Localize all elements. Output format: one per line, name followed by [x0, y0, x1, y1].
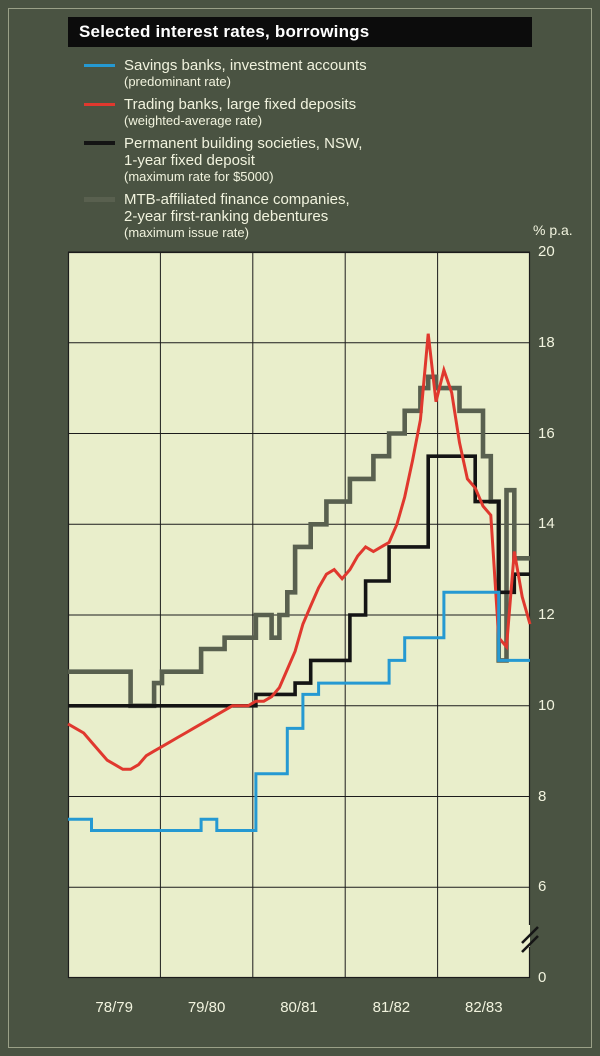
series-line: [67, 333, 532, 771]
x-axis-category-label: 81/82: [372, 999, 411, 1016]
legend-swatch-finance-companies: [84, 196, 115, 202]
y-axis-tick-label: 6: [538, 878, 547, 896]
legend-item-building-societies: Permanent building societies, NSW, 1-year…: [84, 135, 367, 184]
chart-title-bar: Selected interest rates, borrowings: [68, 17, 532, 47]
legend-label: (maximum issue rate): [124, 225, 249, 240]
legend-item-trading-banks: Trading banks, large fixed deposits (weig…: [84, 96, 367, 128]
axis-break-icon: [521, 926, 539, 944]
x-axis-category-label: 78/79: [95, 999, 133, 1016]
series-line: [68, 590, 530, 832]
legend-label: 1-year fixed deposit: [124, 152, 255, 169]
legend-swatch-building-societies: [84, 141, 115, 145]
legend-text: Trading banks, large fixed deposits (weig…: [124, 96, 356, 128]
y-axis-tick-label: 8: [538, 787, 547, 805]
legend-item-finance-companies: MTB-affiliated finance companies, 2-year …: [84, 191, 367, 240]
y-axis-tick-label: 18: [538, 333, 555, 351]
legend-label: 2-year first-ranking debentures: [124, 208, 329, 225]
legend-label: (weighted-average rate): [124, 113, 263, 128]
legend-label: (maximum rate for $5000): [124, 169, 274, 184]
x-axis-category-label: 79/80: [187, 999, 226, 1016]
plot-svg: [67, 251, 539, 979]
y-axis-tick-label: 20: [538, 243, 555, 261]
legend-label: Trading banks, large fixed deposits: [124, 96, 357, 113]
legend: Savings banks, investment accounts (predo…: [84, 57, 367, 247]
series-line: [68, 374, 530, 709]
legend-swatch-savings-banks: [84, 63, 115, 67]
legend-text: Savings banks, investment accounts (predo…: [124, 57, 367, 89]
y-axis-tick-label: 0: [538, 969, 547, 987]
legend-label: Savings banks, investment accounts: [124, 57, 367, 74]
legend-label: MTB-affiliated finance companies,: [124, 191, 350, 208]
x-axis-category-label: 80/81: [280, 999, 318, 1016]
x-axis-category-label: 82/83: [465, 999, 503, 1016]
legend-swatch-trading-banks: [84, 102, 115, 106]
legend-label: (predominant rate): [124, 74, 231, 89]
y-axis-tick-label: 14: [538, 515, 555, 533]
legend-label: Permanent building societies, NSW,: [124, 135, 363, 152]
y-axis-tick-label: 12: [538, 606, 555, 624]
legend-text: MTB-affiliated finance companies, 2-year …: [124, 191, 350, 240]
legend-text: Permanent building societies, NSW, 1-year…: [124, 135, 362, 184]
y-axis-tick-label: 16: [538, 424, 555, 442]
y-axis-tick-label: 10: [538, 696, 555, 714]
chart-title: Selected interest rates, borrowings: [79, 22, 370, 41]
y-axis-unit-label: % p.a.: [533, 222, 573, 238]
legend-item-savings-banks: Savings banks, investment accounts (predo…: [84, 57, 367, 89]
